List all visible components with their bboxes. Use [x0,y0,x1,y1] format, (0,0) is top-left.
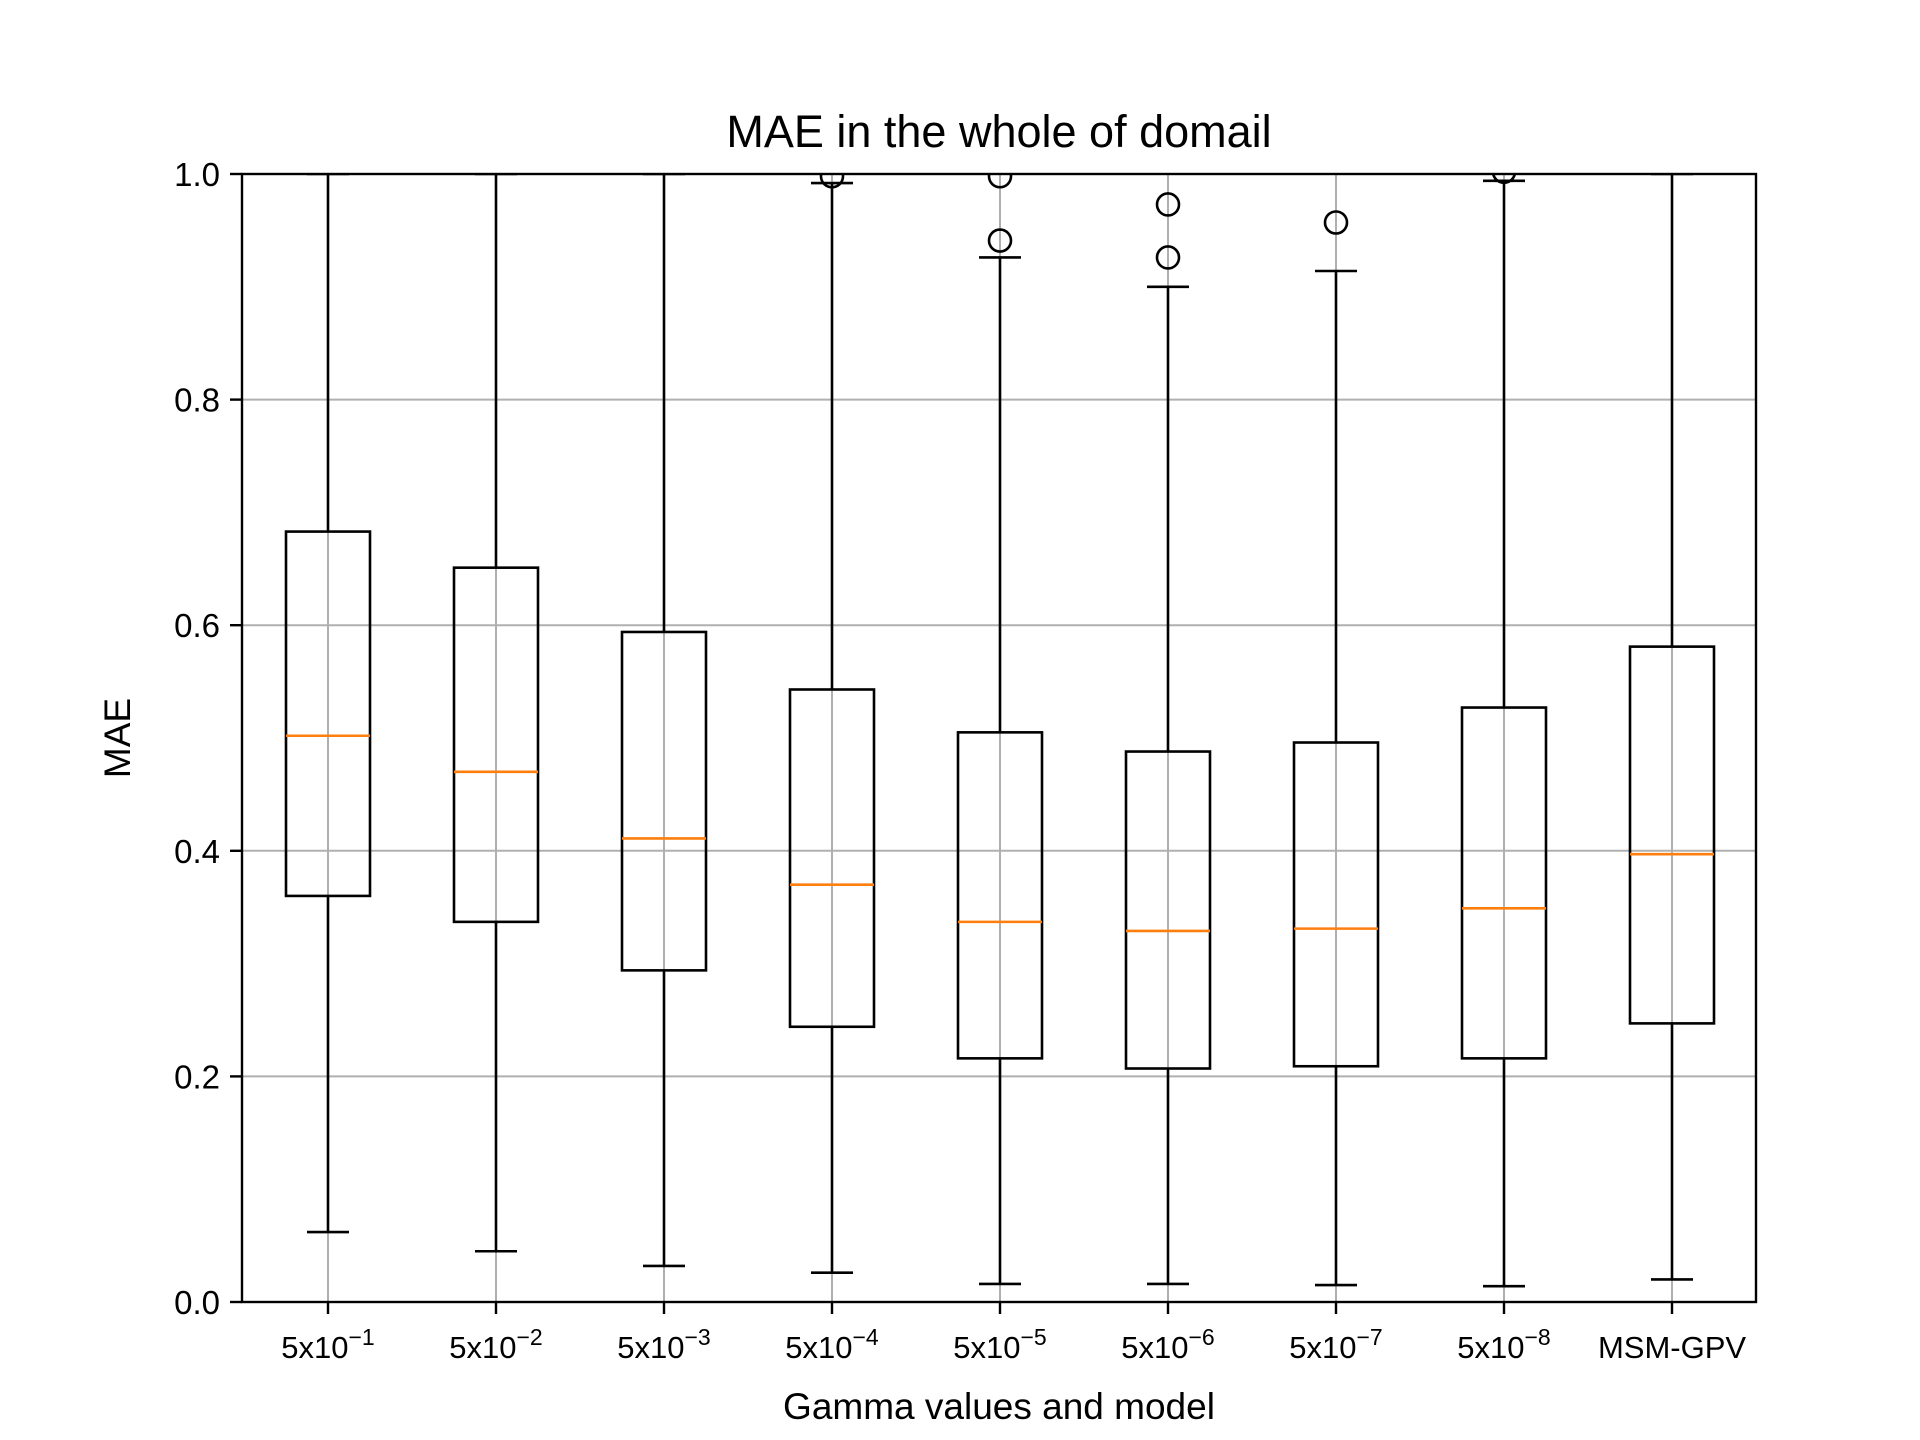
x-axis-title: Gamma values and model [783,1386,1215,1427]
y-tick-label: 0.4 [174,833,220,870]
outlier-point [1323,210,1349,235]
iqr-box [1292,741,1380,1068]
iqr-box [1460,706,1548,1060]
x-tick-label: 5x10−4 [785,1324,879,1365]
y-tick-label: 0.2 [174,1058,220,1095]
box-series [284,174,1716,1288]
box-6 [1124,192,1212,1286]
outlier-point [987,228,1013,253]
box-7 [1292,210,1380,1287]
x-tick-label: 5x10−1 [281,1324,374,1365]
y-axis: 0.0 0.2 0.4 0.6 0.8 1.0 [174,156,242,1321]
box-5 [956,174,1044,1286]
x-tick-label: 5x10−2 [449,1324,542,1365]
box-8 [1460,174,1548,1288]
y-axis-title: MAE [97,698,138,778]
x-tick-label: 5x10−5 [953,1324,1046,1365]
outlier-point [1491,174,1517,185]
box-4 [788,174,876,1274]
x-tick-label: 5x10−8 [1457,1324,1550,1365]
x-axis: 5x10−1 5x10−2 5x10−3 5x10−4 5x10−5 5x10−6 5x10… [281,1302,1746,1365]
y-tick-label: 0.6 [174,607,220,644]
outlier-point [1155,245,1181,270]
iqr-box [1628,645,1716,1025]
box-1 [284,174,372,1234]
outlier-point [1155,192,1181,217]
box-2 [452,174,540,1253]
x-tick-label: MSM-GPV [1598,1330,1746,1365]
iqr-box [1124,750,1212,1070]
box-9 [1628,174,1716,1281]
iqr-box [284,530,372,898]
y-tick-label: 0.8 [174,382,220,419]
iqr-box [956,731,1044,1060]
x-tick-label: 5x10−7 [1289,1324,1382,1365]
iqr-box [452,566,540,924]
iqr-box [788,688,876,1029]
iqr-box [620,630,708,972]
outlier-point [819,174,845,189]
chart-title: MAE in the whole of domail [726,106,1271,157]
y-tick-label: 1.0 [174,156,220,193]
x-tick-label: 5x10−3 [617,1324,710,1365]
box-3 [620,174,708,1268]
x-tick-label: 5x10−6 [1121,1324,1214,1365]
outlier-point [987,174,1013,189]
y-tick-label: 0.0 [174,1284,220,1321]
